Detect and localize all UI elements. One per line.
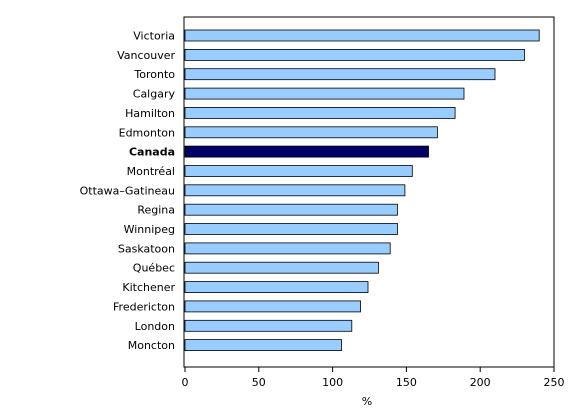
category-labels: Victoria Vancouver Toronto Calgary Hamilton E… — [80, 30, 176, 353]
x-tick-label-100: 100 — [322, 376, 343, 389]
category-label-ottawa-gatineau: Ottawa–Gatineau — [80, 184, 175, 197]
category-label-calgary: Calgary — [133, 88, 176, 101]
bar-edmonton — [184, 126, 438, 139]
category-label-vancouver: Vancouver — [117, 49, 175, 62]
bar-moncton — [184, 339, 342, 352]
bars-group — [184, 29, 540, 352]
bar-canada — [184, 145, 429, 158]
category-label-kitchener: Kitchener — [122, 281, 175, 294]
bar-hamilton — [184, 107, 456, 119]
x-tick-label-150: 150 — [396, 376, 417, 389]
bar-calgary — [184, 87, 465, 100]
bar-regina — [184, 203, 398, 216]
category-label-saskatoon: Saskatoon — [118, 242, 175, 255]
plot-area — [183, 16, 555, 368]
category-label-toronto: Toronto — [133, 68, 175, 81]
category-label-fredericton: Fredericton — [113, 300, 175, 313]
bar-london — [184, 319, 353, 332]
category-label-victoria: Victoria — [133, 30, 175, 43]
bar-winnipeg — [184, 223, 398, 235]
x-tick-label-200: 200 — [470, 376, 491, 389]
category-label-edmonton: Edmonton — [119, 126, 175, 139]
bar-saskatoon — [184, 242, 391, 255]
bar-quebec — [184, 261, 379, 274]
category-label-montreal: Montréal — [127, 165, 175, 178]
category-label-regina: Regina — [137, 204, 175, 217]
bar-montreal — [184, 165, 413, 177]
x-tick-label-0: 0 — [182, 376, 189, 389]
bar-ottawa-gatineau — [184, 184, 406, 197]
category-label-winnipeg: Winnipeg — [124, 223, 175, 236]
category-label-moncton: Moncton — [128, 339, 175, 352]
x-axis-ticks: 0 50 100 150 200 250 — [182, 367, 565, 389]
bar-toronto — [184, 68, 496, 81]
bar-fredericton — [184, 300, 362, 313]
category-label-hamilton: Hamilton — [125, 107, 175, 120]
bar-kitchener — [184, 281, 369, 294]
x-tick-label-250: 250 — [544, 376, 565, 389]
x-axis-title: % — [362, 395, 372, 408]
bar-victoria — [184, 29, 540, 42]
x-tick-label-50: 50 — [252, 376, 266, 389]
category-label-quebec: Québec — [133, 262, 175, 275]
bar-vancouver — [184, 49, 525, 61]
category-label-london: London — [135, 320, 175, 333]
category-label-canada: Canada — [129, 146, 175, 159]
